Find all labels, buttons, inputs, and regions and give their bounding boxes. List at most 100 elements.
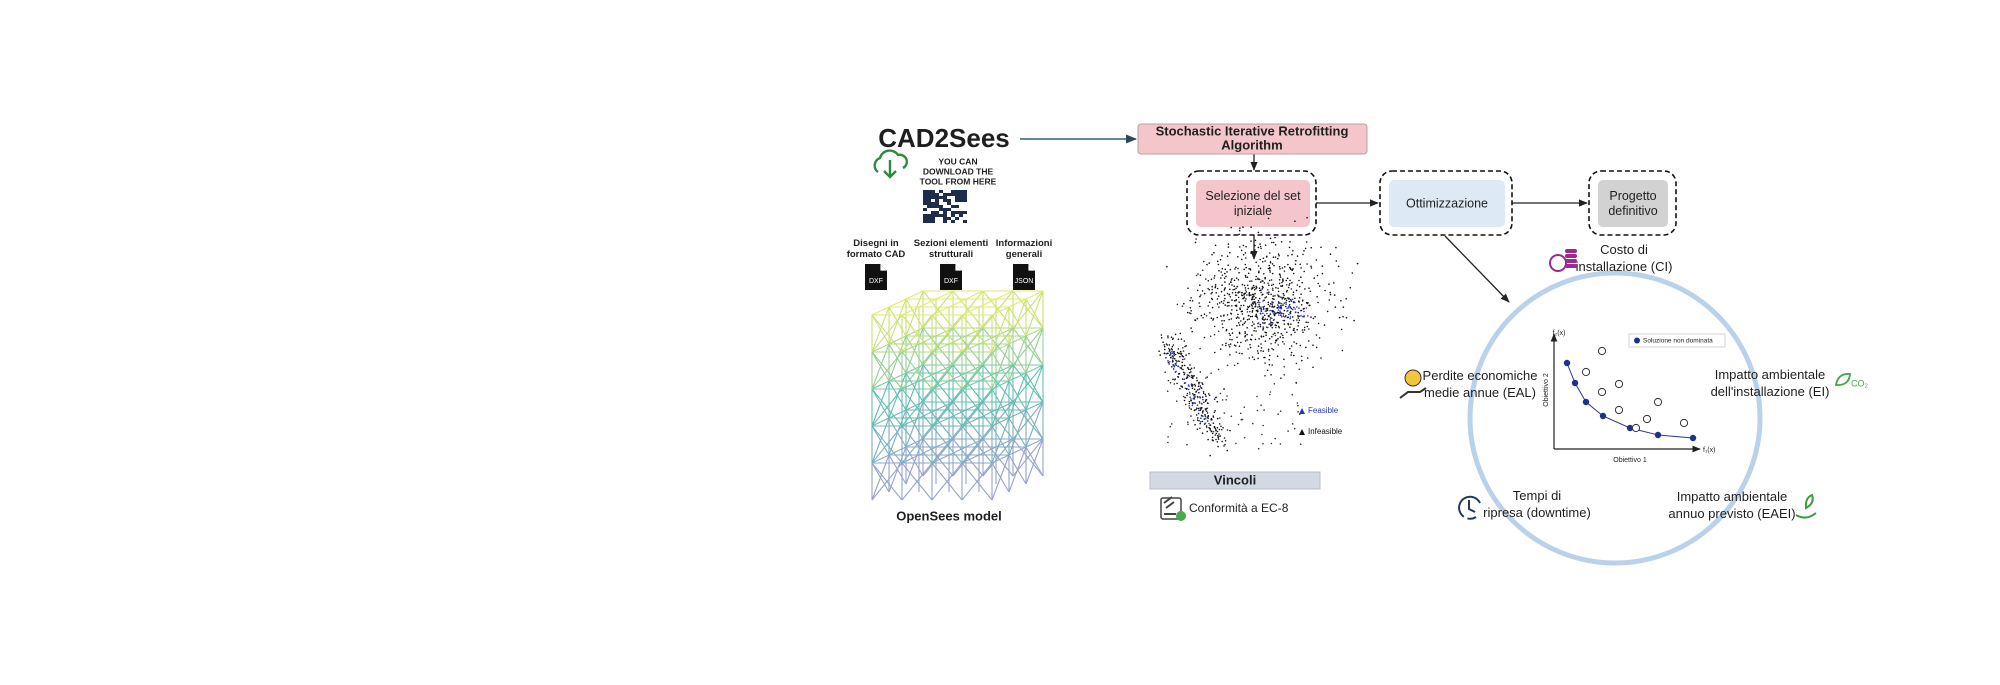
frame-member bbox=[918, 372, 937, 382]
cloud-dot bbox=[1273, 314, 1276, 317]
cloud-dot bbox=[1171, 345, 1174, 348]
cloud-dot bbox=[1199, 347, 1201, 350]
cloud-dot bbox=[1303, 326, 1306, 329]
qr-cell bbox=[927, 214, 931, 217]
cloud-dot bbox=[1218, 269, 1220, 272]
frame-member bbox=[871, 314, 890, 345]
model-label: OpenSees model bbox=[896, 508, 1001, 523]
cloud-dot bbox=[1196, 404, 1199, 407]
frame-member bbox=[948, 372, 967, 382]
cloud-dot bbox=[1208, 288, 1211, 291]
cloud-dot bbox=[1264, 362, 1266, 364]
cloud-dot bbox=[1277, 331, 1279, 334]
cloud-dot bbox=[1181, 361, 1183, 364]
cloud-dot bbox=[1254, 244, 1256, 247]
cloud-dot bbox=[1172, 364, 1175, 366]
frame-member bbox=[952, 438, 984, 477]
cloud-dot bbox=[1187, 368, 1190, 371]
cloud-dot bbox=[1220, 315, 1222, 317]
cloud-dot bbox=[1266, 307, 1269, 310]
cloud-dot bbox=[1292, 250, 1294, 252]
cloud-dot bbox=[1230, 226, 1232, 229]
frame-member bbox=[918, 446, 937, 456]
qr-cell bbox=[927, 196, 931, 199]
cloud-dot bbox=[1236, 316, 1239, 318]
objective-label: Perdite economiche bbox=[1423, 368, 1538, 383]
cloud-dot bbox=[1223, 314, 1225, 317]
constraints-title: Vincoli bbox=[1214, 472, 1256, 487]
frame-member bbox=[918, 298, 937, 308]
node-box bbox=[1598, 180, 1668, 227]
cloud-dot bbox=[1286, 289, 1288, 292]
qr-cell bbox=[923, 202, 927, 205]
objective-label: Impatto ambientale bbox=[1677, 489, 1788, 504]
cloud-dot bbox=[1206, 407, 1208, 410]
cloud-dot bbox=[1229, 354, 1231, 356]
cloud-dot bbox=[1263, 409, 1265, 411]
frame-member bbox=[922, 327, 954, 366]
cloud-dot bbox=[1251, 310, 1254, 312]
frame-member bbox=[905, 298, 924, 329]
cloud-dot bbox=[1292, 293, 1294, 296]
cloud-dot bbox=[1187, 374, 1190, 377]
frame-member bbox=[1025, 372, 1044, 403]
cloud-dot bbox=[1255, 278, 1257, 281]
cloud-dot bbox=[1285, 299, 1288, 302]
cloud-dot bbox=[1320, 357, 1322, 359]
cloud-dot bbox=[1189, 368, 1192, 371]
cloud-dot bbox=[1177, 338, 1180, 341]
cloud-dot bbox=[1310, 316, 1312, 318]
cloud-dot bbox=[1208, 394, 1211, 397]
cloud-dot bbox=[1213, 275, 1216, 277]
cloud-dot bbox=[1251, 280, 1253, 282]
file-format: JSON bbox=[1015, 278, 1034, 285]
cloud-dot bbox=[1229, 334, 1231, 337]
cloud-dot bbox=[1239, 307, 1241, 309]
cloud-dot bbox=[1297, 317, 1300, 319]
cloud-dot bbox=[1241, 352, 1243, 355]
cloud-dot bbox=[1216, 435, 1219, 437]
cloud-dot bbox=[1204, 393, 1207, 396]
cloud-dot bbox=[1247, 306, 1250, 309]
cloud-dot bbox=[1227, 246, 1230, 248]
cloud-dot bbox=[1286, 331, 1288, 334]
cloud-dot bbox=[1255, 285, 1257, 288]
cloud-dot bbox=[1202, 390, 1205, 393]
cloud-dot bbox=[1180, 352, 1183, 355]
cloud-dot bbox=[1164, 348, 1166, 351]
cloud-dot bbox=[1214, 283, 1217, 286]
cloud-dot bbox=[1236, 336, 1238, 339]
frame-member bbox=[871, 417, 890, 427]
cloud-dot bbox=[1267, 282, 1269, 284]
cloud-dot bbox=[1279, 274, 1282, 277]
cloud-dot bbox=[1248, 294, 1251, 296]
cloud-dot bbox=[1200, 294, 1202, 296]
cloud-dot bbox=[1245, 291, 1248, 293]
node-label: Selezione del set bbox=[1205, 189, 1301, 203]
cloud-dot bbox=[1268, 323, 1270, 326]
cloud-dot bbox=[1291, 298, 1294, 301]
cloud-dot bbox=[1256, 409, 1259, 412]
ec8-check bbox=[1176, 511, 1186, 521]
cloud-dot bbox=[1280, 314, 1282, 317]
cloud-dot bbox=[1321, 265, 1324, 267]
cloud-dot bbox=[1246, 308, 1249, 311]
cloud-dot bbox=[1283, 309, 1286, 312]
cloud-dot bbox=[1191, 330, 1193, 333]
cloud-dot bbox=[1270, 442, 1273, 445]
qr-cell bbox=[955, 199, 959, 202]
cloud-dot bbox=[1211, 288, 1213, 291]
cloud-dot bbox=[1307, 302, 1309, 304]
cloud-dot bbox=[1247, 287, 1250, 290]
cloud-dot bbox=[1262, 300, 1264, 302]
cloud-dot bbox=[1168, 344, 1171, 346]
qr-cell bbox=[931, 214, 935, 217]
cloud-dot bbox=[1279, 410, 1282, 413]
cloud-dot bbox=[1279, 310, 1281, 312]
cloud-dot bbox=[1242, 304, 1245, 307]
cloud-dot bbox=[1262, 308, 1265, 311]
cloud-dot bbox=[1251, 298, 1254, 301]
cloud-dot bbox=[1193, 383, 1196, 386]
cloud-dot bbox=[1176, 382, 1178, 385]
cloud-dot bbox=[1271, 326, 1274, 329]
